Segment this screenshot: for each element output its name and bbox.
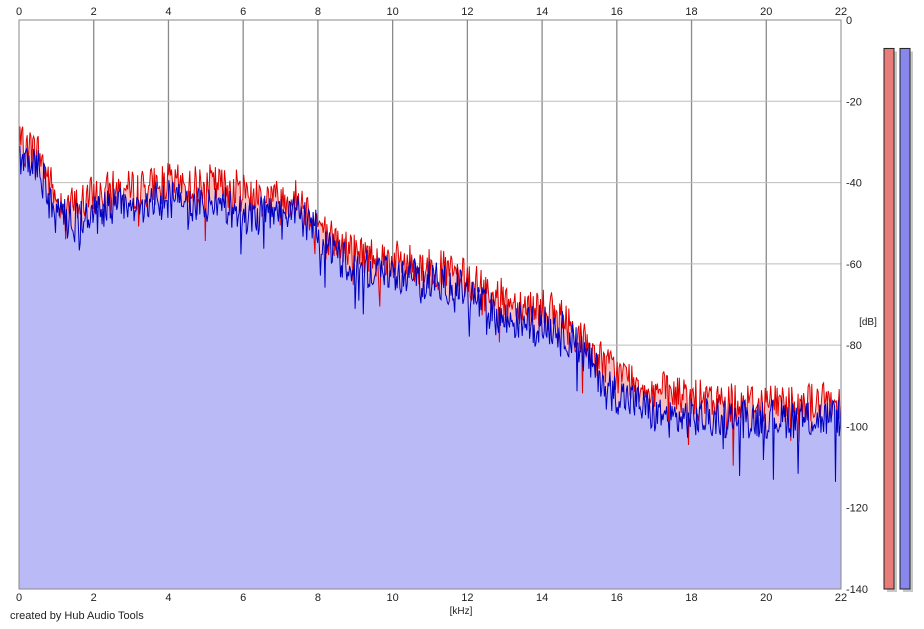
x-tick-label-bottom: 10 [387,592,399,604]
y-tick-label: -100 [846,421,868,433]
x-ticks-bottom: 0 2 4 6 8 10 12 14 16 18 20 22 [16,592,847,604]
x-tick-label-bottom: 0 [16,592,22,604]
x-tick-label-top: 20 [760,6,772,18]
y-tick-label: -80 [846,340,862,352]
y-tick-label: -60 [846,259,862,271]
x-ticks-top: 0 2 4 6 8 10 12 14 16 18 20 22 [16,6,847,18]
level-meter-red [883,47,895,590]
x-axis-label: [kHz] [450,606,473,617]
y-tick-label: -20 [846,96,862,108]
x-tick-label-bottom: 2 [91,592,97,604]
x-tick-label-bottom: 14 [536,592,548,604]
x-tick-label-top: 6 [240,6,246,18]
series-blue-line [18,145,842,482]
series-blue-area [19,146,841,589]
x-tick-label-bottom: 8 [315,592,321,604]
x-tick-label-top: 16 [611,6,623,18]
x-tick-label-bottom: 22 [835,592,847,604]
y-axis-label: [dB] [859,317,877,328]
x-tick-label-top: 18 [685,6,697,18]
y-ticks: 0 -20 -40 -60 -80 -100 -120 -140 [846,15,868,596]
x-tick-label-top: 0 [16,6,22,18]
y-tick-label: -40 [846,178,862,190]
y-tick-label: -140 [846,584,868,596]
level-meter-blue [899,47,911,590]
x-tick-label-bottom: 18 [685,592,697,604]
x-tick-label-top: 4 [165,6,171,18]
x-tick-label-top: 10 [387,6,399,18]
x-tick-label-bottom: 20 [760,592,772,604]
x-tick-label-bottom: 6 [240,592,246,604]
series-areas [19,126,841,590]
x-tick-label-top: 2 [91,6,97,18]
y-tick-label: 0 [846,15,852,27]
x-tick-label-top: 14 [536,6,548,18]
x-tick-label-bottom: 4 [165,592,171,604]
level-meters [883,47,913,592]
x-tick-label-top: 22 [835,6,847,18]
credit-text: created by Hub Audio Tools [10,610,144,622]
series-lines [18,126,842,482]
y-tick-label: -120 [846,503,868,515]
plot-frame [18,19,842,590]
x-tick-label-bottom: 12 [461,592,473,604]
x-tick-label-bottom: 16 [611,592,623,604]
x-tick-label-top: 8 [315,6,321,18]
x-tick-label-top: 12 [461,6,473,18]
